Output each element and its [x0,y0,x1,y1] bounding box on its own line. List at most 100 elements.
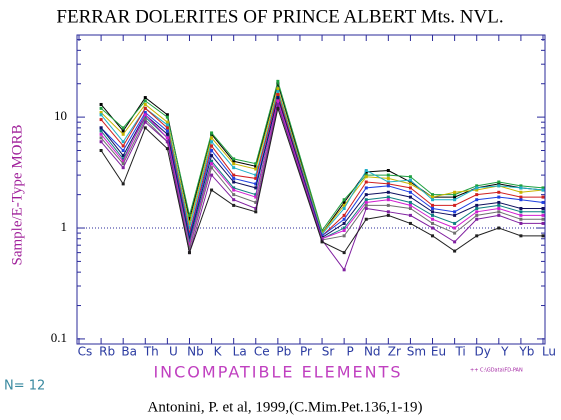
data-point [143,106,147,110]
data-point [232,159,236,163]
x-tick-label: Nd [364,345,381,359]
data-point [276,92,280,96]
data-point [386,190,390,194]
data-point [431,213,435,217]
data-point [386,176,390,180]
data-point [187,251,191,255]
data-point [254,186,258,190]
data-point [364,175,368,179]
data-point [254,193,258,197]
data-point [232,186,236,190]
data-point [519,195,523,199]
data-point [121,166,125,170]
data-point [276,90,280,94]
data-point [497,190,501,194]
x-tick-label: Zr [388,345,401,359]
x-tick-label: La [233,345,247,359]
data-point [364,200,368,204]
data-point [210,140,214,144]
data-point [342,228,346,232]
data-point [364,198,368,202]
data-point [143,113,147,117]
series-line [100,89,544,236]
data-point [342,226,346,230]
data-point [541,213,545,217]
data-point [143,99,147,103]
data-point [276,96,280,100]
data-point [364,193,368,197]
data-point [254,200,258,204]
data-point [431,210,435,214]
data-point [519,210,523,214]
data-point [143,111,147,115]
data-point [408,182,412,186]
data-point [475,188,479,192]
data-point [210,166,214,170]
data-point [232,193,236,197]
data-point [210,148,214,152]
data-point [386,195,390,199]
data-point [497,206,501,210]
file-note: ++ C:\GData\FD-PAN [470,368,523,374]
data-point [386,213,390,217]
data-point [408,213,412,217]
data-point [254,195,258,199]
data-point [165,113,169,117]
data-point [121,140,125,144]
data-point [453,249,457,253]
data-point [453,210,457,214]
data-point [187,243,191,247]
data-point [254,206,258,210]
data-point [408,200,412,204]
data-point [364,206,368,210]
data-point [232,188,236,192]
data-point [121,159,125,163]
data-point [475,184,479,188]
data-point [187,213,191,217]
x-tick-label: Y [500,345,509,359]
x-tick-label: Ti [454,345,465,359]
data-point [232,157,236,161]
data-point [99,129,103,133]
data-point [386,180,390,184]
data-point [232,180,236,184]
citation: Antonini, P. et al, 1999,(C.Mim.Pet.136,… [148,399,423,415]
data-point [453,195,457,199]
data-point [497,210,501,214]
n-label: N= 12 [4,379,45,394]
data-point [453,198,457,202]
data-point [99,126,103,130]
data-point [519,190,523,194]
data-point [386,203,390,207]
x-tick-label: Ce [254,345,270,359]
data-point [165,140,169,144]
data-point [431,226,435,230]
data-point [408,203,412,207]
data-point [541,206,545,210]
x-tick-label: Ba [121,345,137,359]
x-tick-label: P [347,345,354,359]
data-point [364,169,368,173]
data-point [386,182,390,186]
data-point [143,120,147,124]
x-tick-label: Nb [187,345,204,359]
data-point [475,186,479,190]
data-point [99,111,103,115]
data-point [320,240,324,244]
data-point [475,234,479,238]
data-point [453,231,457,235]
data-point [165,126,169,130]
data-point [165,129,169,133]
data-point [254,176,258,180]
data-point [187,247,191,251]
x-tick-label: K [214,345,223,359]
data-point [99,113,103,117]
data-point [232,162,236,166]
data-point [364,180,368,184]
data-point [99,148,103,152]
data-point [99,140,103,144]
x-tick-label: Yb [518,345,534,359]
data-point [320,234,324,238]
data-point [475,213,479,217]
chart-title: FERRAR DOLERITES OF PRINCE ALBERT Mts. N… [56,6,503,27]
